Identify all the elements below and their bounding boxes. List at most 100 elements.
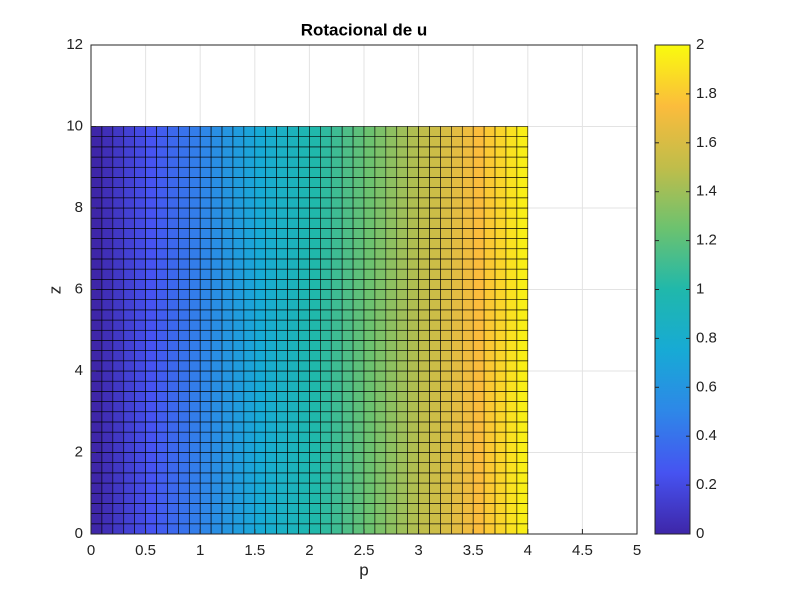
y-tick-label: 8 xyxy=(75,199,83,216)
cell xyxy=(385,442,398,453)
cell xyxy=(363,452,376,463)
cell xyxy=(429,166,441,178)
cell xyxy=(472,513,485,525)
cell xyxy=(101,238,114,250)
cell xyxy=(265,156,277,168)
cell xyxy=(199,442,212,453)
cell xyxy=(352,482,365,494)
cell xyxy=(101,452,114,463)
cell xyxy=(352,166,365,178)
cell xyxy=(429,482,441,494)
cell xyxy=(232,462,245,474)
cell xyxy=(516,258,529,270)
cell xyxy=(385,146,398,158)
cell xyxy=(123,431,135,443)
cell xyxy=(178,309,190,321)
cell xyxy=(330,523,343,535)
cell xyxy=(407,492,419,504)
cell xyxy=(145,350,157,362)
cell xyxy=(363,166,376,178)
cell xyxy=(210,207,223,219)
cell xyxy=(309,197,321,209)
cell xyxy=(472,523,485,535)
cell xyxy=(156,146,168,158)
cell xyxy=(199,228,212,239)
cell xyxy=(494,299,507,311)
cell xyxy=(167,350,179,362)
cell xyxy=(112,238,125,250)
cell xyxy=(440,523,452,535)
cell xyxy=(199,279,212,290)
cell xyxy=(134,289,146,300)
cell xyxy=(341,350,354,362)
cell xyxy=(188,187,201,199)
cell xyxy=(123,207,135,219)
cell xyxy=(374,258,387,270)
cell xyxy=(188,248,201,260)
cell xyxy=(429,187,441,199)
cell xyxy=(407,309,419,321)
cell xyxy=(134,442,146,453)
cell xyxy=(112,401,125,413)
cell xyxy=(265,431,277,443)
cell xyxy=(407,187,419,199)
cell xyxy=(243,146,256,158)
cell xyxy=(418,299,430,311)
cell xyxy=(352,156,365,168)
cell xyxy=(145,126,157,137)
cell xyxy=(243,238,256,250)
cell xyxy=(494,462,507,474)
cell xyxy=(429,350,441,362)
cell xyxy=(374,207,387,219)
cell xyxy=(407,177,419,188)
cell xyxy=(407,197,419,209)
x-tick-label: 4 xyxy=(524,542,532,559)
cell xyxy=(156,309,168,321)
cell xyxy=(472,197,485,209)
cell xyxy=(276,329,288,341)
cell xyxy=(516,380,529,392)
cell xyxy=(112,360,125,372)
cell xyxy=(385,452,398,463)
cell xyxy=(123,482,135,494)
cell xyxy=(167,289,179,300)
cell xyxy=(243,513,256,525)
cell xyxy=(505,177,518,188)
cell xyxy=(483,492,496,504)
cell xyxy=(320,309,332,321)
cell xyxy=(232,177,245,188)
cell xyxy=(374,523,387,535)
cell xyxy=(341,370,354,382)
cell xyxy=(330,217,343,229)
cell xyxy=(472,309,485,321)
cell xyxy=(287,207,299,219)
y-tick-label: 0 xyxy=(75,525,83,542)
cell xyxy=(309,401,321,413)
cell xyxy=(352,452,365,463)
cell xyxy=(276,523,288,535)
cell xyxy=(341,411,354,423)
cell xyxy=(210,523,223,535)
cell xyxy=(156,126,168,137)
cell xyxy=(341,309,354,321)
cell xyxy=(472,258,485,270)
cell xyxy=(232,523,245,535)
cell xyxy=(134,126,146,137)
cell xyxy=(407,228,419,239)
cell xyxy=(494,136,507,148)
cell xyxy=(330,401,343,413)
cell xyxy=(298,329,310,341)
cell xyxy=(145,228,157,239)
cell xyxy=(112,279,125,290)
cell xyxy=(505,391,518,402)
cell xyxy=(483,156,496,168)
cell xyxy=(494,156,507,168)
cell xyxy=(123,126,135,137)
cell xyxy=(134,503,146,514)
cell xyxy=(374,431,387,443)
cell xyxy=(341,136,354,148)
cell xyxy=(167,126,179,137)
cell xyxy=(516,513,529,525)
cell xyxy=(363,401,376,413)
